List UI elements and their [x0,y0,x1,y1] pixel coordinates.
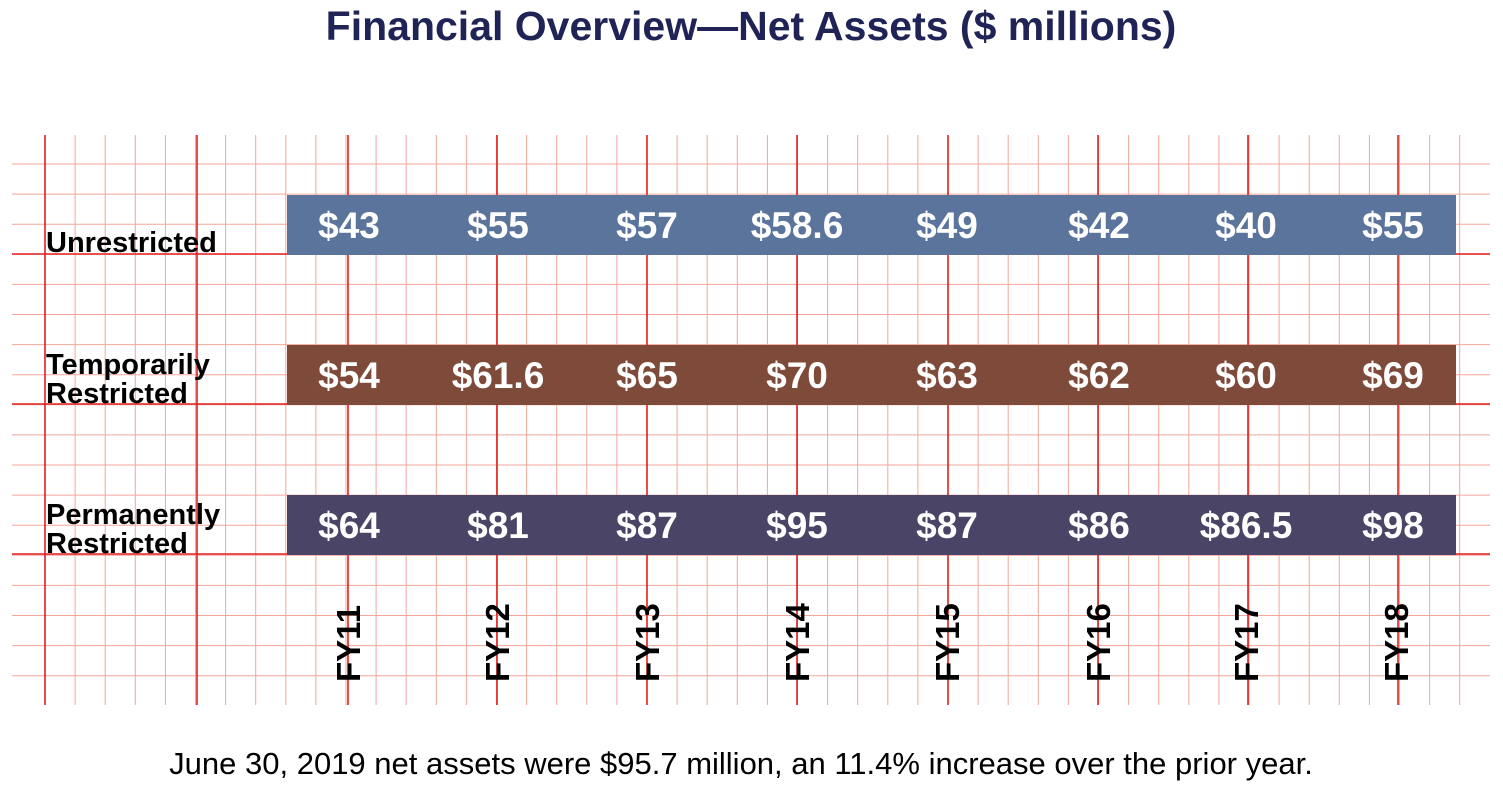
value-label: $43 [318,205,380,246]
value-label: $42 [1068,205,1130,246]
value-label: $49 [916,205,978,246]
value-label: $70 [766,355,828,396]
row-label: Temporarily [46,349,210,381]
band-temporarily-restricted [287,345,1456,405]
value-label: $86 [1068,505,1130,546]
value-label: $60 [1215,355,1277,396]
x-tick-label: FY15 [929,603,966,682]
value-label: $87 [916,505,978,546]
value-label: $55 [467,205,529,246]
data-bands: $43 $55 $57 $58.6 $49 $42 $40 $55 $54 $61.6 $65 $70… [287,195,1456,555]
value-label: $58.6 [751,205,844,246]
x-tick-label: FY11 [330,605,367,682]
value-label: $40 [1215,205,1277,246]
row-label: Permanently [46,499,220,531]
value-label: $87 [616,505,678,546]
band-unrestricted [287,195,1456,255]
row-label: Restricted [46,528,188,560]
x-tick-label: FY17 [1228,603,1265,682]
value-label: $98 [1362,505,1424,546]
value-label: $63 [916,355,978,396]
value-label: $62 [1068,355,1130,396]
value-label: $81 [467,505,529,546]
value-label: $55 [1362,205,1424,246]
x-axis-labels: FY11 FY12 FY13 FY14 FY15 FY16 FY17 FY18 [330,602,1415,682]
x-tick-label: FY14 [779,602,816,682]
value-label: $61.6 [452,355,545,396]
row-labels: UnrestrictedTemporarilyRestrictedPermane… [46,227,220,560]
value-label: $64 [318,505,380,546]
chart-title: Financial Overview—Net Assets ($ million… [326,3,1177,49]
x-tick-label: FY12 [479,603,516,682]
value-label: $54 [318,355,380,396]
value-label: $65 [616,355,678,396]
footnote: June 30, 2019 net assets were $95.7 mill… [169,746,1313,781]
x-tick-label: FY13 [629,603,666,682]
row-label: Restricted [46,378,188,410]
x-tick-label: FY18 [1378,603,1415,682]
value-label: $95 [766,505,828,546]
value-label: $57 [616,205,678,246]
value-label: $69 [1362,355,1424,396]
band-permanently-restricted [287,495,1456,555]
row-label: Unrestricted [46,227,217,259]
value-label: $86.5 [1200,505,1293,546]
x-tick-label: FY16 [1080,603,1117,682]
